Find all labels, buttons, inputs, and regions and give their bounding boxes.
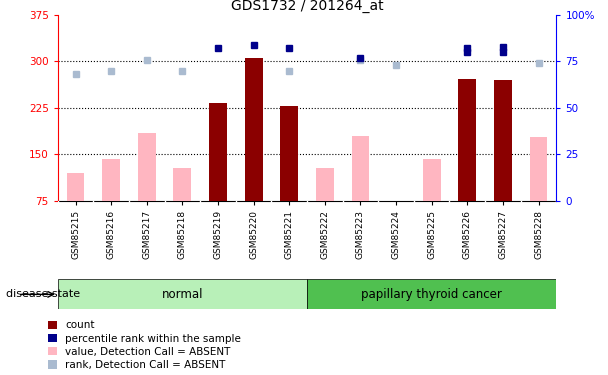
Text: papillary thyroid cancer: papillary thyroid cancer — [361, 288, 502, 301]
Text: disease state: disease state — [6, 290, 80, 299]
Text: GSM85223: GSM85223 — [356, 210, 365, 259]
Text: GSM85221: GSM85221 — [285, 210, 294, 259]
Text: GSM85219: GSM85219 — [213, 210, 223, 259]
Bar — [423, 159, 441, 201]
Text: GSM85216: GSM85216 — [106, 210, 116, 259]
Text: normal: normal — [162, 288, 203, 301]
Bar — [173, 168, 192, 201]
Bar — [530, 137, 547, 201]
Text: GSM85227: GSM85227 — [499, 210, 508, 259]
Text: GSM85225: GSM85225 — [427, 210, 436, 259]
Text: GSM85220: GSM85220 — [249, 210, 258, 259]
Text: GSM85218: GSM85218 — [178, 210, 187, 259]
Title: GDS1732 / 201264_at: GDS1732 / 201264_at — [230, 0, 384, 13]
Bar — [494, 80, 512, 201]
Text: GSM85226: GSM85226 — [463, 210, 472, 259]
Text: GSM85222: GSM85222 — [320, 210, 330, 259]
Bar — [67, 173, 85, 201]
Bar — [458, 79, 476, 201]
Bar — [138, 133, 156, 201]
FancyBboxPatch shape — [307, 279, 556, 309]
Text: GSM85224: GSM85224 — [392, 210, 401, 259]
Bar — [209, 104, 227, 201]
Bar — [316, 168, 334, 201]
Text: GSM85217: GSM85217 — [142, 210, 151, 259]
Text: GSM85215: GSM85215 — [71, 210, 80, 259]
Bar — [280, 106, 298, 201]
FancyBboxPatch shape — [58, 279, 307, 309]
Legend: count, percentile rank within the sample, value, Detection Call = ABSENT, rank, : count, percentile rank within the sample… — [48, 320, 241, 370]
Bar — [351, 136, 370, 201]
Text: GSM85228: GSM85228 — [534, 210, 543, 259]
Bar — [102, 159, 120, 201]
Bar — [244, 58, 263, 201]
